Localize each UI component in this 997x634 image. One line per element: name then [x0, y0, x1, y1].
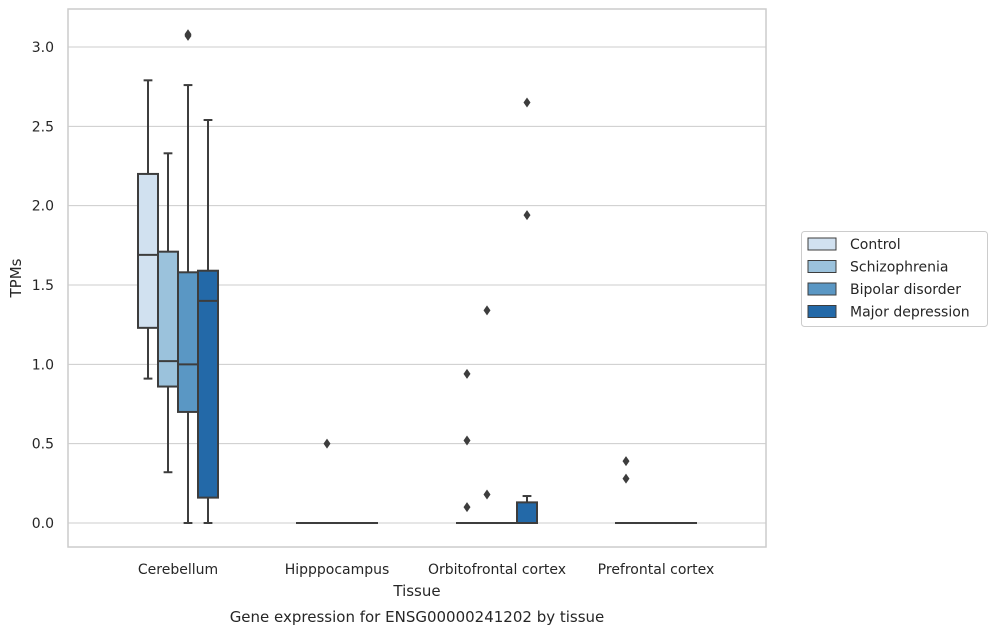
- box-3-0: [197, 118, 219, 524]
- outlier-point: [184, 29, 192, 40]
- outlier-point: [463, 502, 471, 513]
- x-tick-label: Prefrontal cortex: [598, 562, 715, 578]
- outlier-point: [622, 473, 630, 484]
- outlier-point: [523, 210, 531, 221]
- box-body: [516, 501, 538, 524]
- outlier-point: [483, 489, 491, 500]
- box-body: [197, 269, 219, 499]
- y-tick-label: 0.0: [32, 516, 54, 532]
- legend-swatch: [807, 260, 837, 273]
- box-1-2: [476, 305, 498, 525]
- box-0-0: [137, 79, 159, 380]
- box-1-1: [316, 438, 338, 525]
- box-1-0: [157, 152, 179, 474]
- y-tick-label: 2.5: [32, 119, 54, 135]
- outlier-point: [483, 305, 491, 316]
- legend-label: Schizophrenia: [850, 260, 948, 276]
- box-body: [137, 172, 159, 329]
- y-tick-label: 1.5: [32, 278, 54, 294]
- y-tick-label: 2.0: [32, 199, 54, 215]
- legend-label: Control: [850, 237, 901, 253]
- outlier-point: [323, 438, 331, 449]
- box-2-0: [177, 29, 199, 524]
- legend-swatch: [807, 305, 837, 318]
- box-plots: [137, 29, 697, 525]
- x-tick-label: Hipppocampus: [285, 562, 390, 578]
- x-axis-label: Tissue: [392, 582, 440, 600]
- legend-frame: [801, 231, 988, 327]
- box-0-3: [615, 456, 637, 525]
- legend-swatch: [807, 282, 837, 296]
- chart-caption: Gene expression for ENSG00000241202 by t…: [230, 608, 605, 626]
- x-tick-label: Cerebellum: [138, 562, 218, 578]
- y-axis-label: TPMs: [7, 258, 25, 298]
- y-tick-label: 1.0: [32, 357, 54, 373]
- outlier-point: [622, 456, 630, 467]
- y-axis-ticks: 0.0 0.5 1.0 1.5 2.0 2.5 3.0: [32, 40, 54, 532]
- legend-swatch: [807, 237, 837, 251]
- legend-label: Major depression: [850, 305, 970, 321]
- y-tick-label: 3.0: [32, 40, 54, 56]
- x-tick-label: Orbitofrontal cortex: [428, 562, 566, 578]
- plot-frame: [67, 8, 767, 548]
- box-0-2: [456, 368, 478, 525]
- x-axis-ticks: Cerebellum Hipppocampus Orbitofrontal cort…: [138, 562, 714, 578]
- outlier-point: [523, 97, 531, 108]
- outlier-point: [463, 435, 471, 446]
- legend: Control Schizophrenia Bipolar disorder Majo…: [801, 231, 988, 327]
- legend-label: Bipolar disorder: [850, 282, 961, 298]
- box-body: [157, 250, 179, 388]
- y-tick-label: 0.5: [32, 437, 54, 453]
- box-3-2: [516, 97, 538, 524]
- outlier-point: [463, 368, 471, 379]
- box-body: [177, 271, 199, 413]
